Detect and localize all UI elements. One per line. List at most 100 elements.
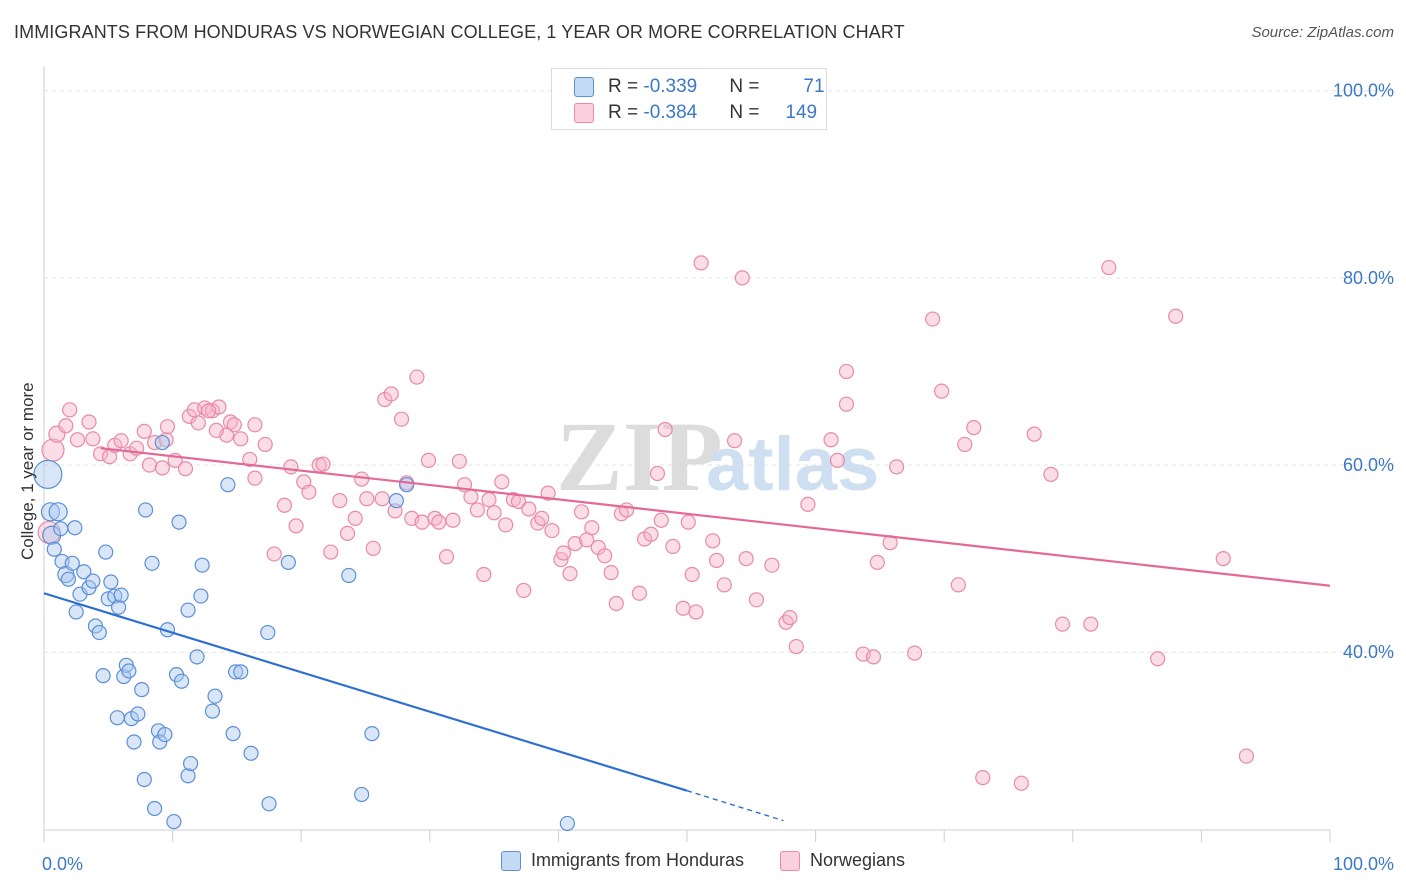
norwegian-point — [420, 452, 437, 468]
honduras-point — [91, 624, 107, 641]
norwegian-point — [764, 557, 780, 573]
norwegian-point — [288, 518, 304, 534]
norwegian-point — [146, 434, 163, 451]
norwegian-point — [680, 514, 696, 530]
legend: Immigrants from Honduras Norwegians — [0, 850, 1406, 871]
norwegian-point — [738, 551, 754, 567]
norwegian-point — [708, 552, 725, 569]
trendlines — [43, 447, 1331, 822]
norwegian-point — [301, 484, 317, 500]
norwegian-point — [136, 423, 152, 439]
norwegian-point — [374, 491, 390, 507]
honduras-point — [388, 492, 404, 509]
norwegian-point — [544, 522, 560, 539]
norwegian-point — [829, 452, 846, 468]
legend-swatch-pink — [780, 850, 801, 871]
norwegian-point — [618, 502, 635, 518]
norwegian-point — [643, 526, 659, 542]
honduras-point — [280, 554, 296, 570]
watermark: ZIP atlas — [556, 401, 879, 512]
r-value: -0.384 — [643, 102, 698, 123]
honduras-point — [53, 521, 69, 537]
norwegian-point — [1054, 616, 1071, 632]
norwegian-point — [242, 451, 258, 468]
honduras-point — [220, 477, 236, 493]
grid-lines — [44, 90, 1392, 653]
norwegian-point — [476, 566, 492, 583]
norwegian-point — [276, 497, 293, 513]
norwegian-point — [383, 386, 399, 402]
norwegian-point — [81, 414, 97, 430]
norwegian-point — [365, 540, 381, 556]
norwegian-point — [266, 546, 282, 562]
honduras-point — [194, 557, 210, 573]
honduras-point — [341, 567, 357, 584]
norwegian-point — [463, 489, 479, 505]
norwegian-point — [486, 505, 502, 521]
honduras-point — [76, 564, 92, 580]
honduras-point — [144, 555, 160, 571]
honduras-point — [116, 668, 132, 685]
honduras-point — [46, 541, 62, 557]
honduras-point — [174, 673, 190, 689]
norwegian-point — [315, 456, 331, 472]
honduras-point — [225, 726, 241, 742]
norwegian-point — [584, 520, 600, 536]
norwegian-point — [247, 470, 263, 486]
r-value: -0.339 — [643, 76, 698, 97]
legend-swatch-blue — [500, 850, 521, 871]
legend-item-honduras[interactable]: Immigrants from Honduras — [500, 850, 745, 871]
legend-label-honduras: Immigrants from Honduras — [530, 850, 745, 870]
norwegian-point — [516, 582, 532, 599]
norwegian-point — [726, 433, 743, 449]
watermark-zip: ZIP — [556, 401, 723, 512]
stats-swatch-pink — [574, 103, 594, 123]
n-value: 149 — [785, 102, 818, 123]
norwegian-point — [865, 649, 882, 665]
norwegian-point — [889, 459, 905, 475]
norwegian-point — [603, 565, 619, 581]
y-tick-label: 40.0% — [1343, 642, 1394, 662]
norwegian-point — [494, 474, 510, 490]
norwegian-point — [481, 492, 497, 508]
y-tick-label: 60.0% — [1343, 455, 1394, 475]
honduras-point — [40, 502, 61, 522]
honduras-point — [33, 459, 63, 489]
honduras-point — [193, 588, 209, 604]
norwegian-point — [782, 609, 798, 626]
honduras-point — [121, 663, 137, 679]
honduras-point — [48, 502, 68, 522]
honduras-point — [233, 664, 249, 680]
norwegian-point — [233, 431, 249, 447]
n-value: 71 — [803, 76, 825, 97]
norwegian-point — [657, 421, 673, 438]
norwegian-point — [1026, 426, 1042, 442]
norwegian-point — [498, 517, 514, 533]
honduras-point — [189, 649, 205, 665]
honduras-point — [126, 734, 142, 750]
norwegian-point — [113, 433, 129, 449]
x-tick-label-left: 0.0% — [42, 854, 83, 874]
honduras-point — [260, 624, 276, 641]
stats-box: R = -0.339 N = 71 R = -0.384 N = 149 — [551, 68, 827, 130]
norwegian-point — [567, 536, 583, 552]
honduras-point — [134, 682, 150, 698]
norwegian-point — [283, 459, 299, 475]
norwegian-point — [688, 604, 704, 620]
norwegian-point — [823, 432, 839, 448]
honduras-point — [243, 745, 259, 761]
norwegian-point — [597, 548, 613, 564]
honduras-point — [154, 434, 170, 451]
norwegian-point — [608, 595, 624, 612]
norwegian-point — [359, 491, 375, 507]
norwegian-point — [431, 514, 447, 530]
n-label: N = — [729, 102, 765, 123]
norwegian-point — [838, 396, 855, 412]
r-label: R = — [608, 102, 644, 123]
norwegian-point — [1043, 466, 1059, 482]
legend-item-norwegians[interactable]: Norwegians — [780, 850, 905, 871]
norwegian-point — [907, 645, 923, 661]
honduras-point — [64, 555, 80, 571]
norwegian-point — [716, 577, 732, 593]
